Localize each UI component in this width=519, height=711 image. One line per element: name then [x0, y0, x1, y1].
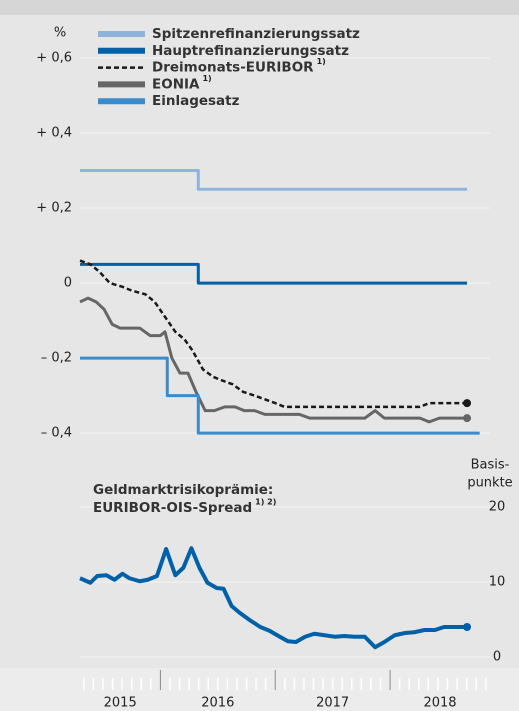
- y-tick-label: – 0,2: [41, 351, 72, 366]
- legend-label: Spitzenrefinanzierungssatz: [152, 26, 360, 42]
- legend-label: Einlagesatz: [152, 93, 240, 109]
- y-axis-label: Basis-: [471, 458, 510, 473]
- axis-band: [0, 668, 519, 711]
- end-marker: [463, 399, 472, 408]
- y-tick-label: + 0,2: [36, 201, 72, 216]
- subtitle-note: 1) 2): [255, 498, 276, 507]
- y-unit: %: [54, 26, 66, 41]
- end-marker: [463, 623, 472, 631]
- series-line: [80, 169, 468, 191]
- y-tick-label: 0: [64, 276, 72, 291]
- y-tick-label: 20: [489, 500, 506, 515]
- y-tick-label: 10: [489, 575, 506, 590]
- series-line: [80, 262, 468, 285]
- top-band: [0, 0, 519, 15]
- legend-label: Hauptrefinanzierungssatz: [152, 43, 349, 59]
- y-tick-label: – 0,4: [41, 426, 72, 441]
- series-line: [79, 259, 468, 409]
- series-line: [80, 356, 480, 435]
- legend-label: Dreimonats-EURIBOR: [152, 60, 314, 76]
- y-tick-label: + 0,6: [36, 51, 72, 66]
- series-line: [79, 546, 468, 650]
- legend-note: 1): [317, 57, 326, 66]
- x-tick-label: 2015: [104, 696, 137, 711]
- subtitle: EURIBOR-OIS-Spread: [93, 500, 252, 516]
- legend-label: EONIA: [152, 76, 200, 92]
- x-tick-label: 2016: [201, 696, 234, 711]
- y-tick-label: 0: [493, 650, 501, 665]
- annotation: Geldmarktrisikoprämie:: [93, 482, 273, 498]
- series-line: [79, 296, 468, 424]
- y-tick-label: + 0,4: [36, 126, 72, 141]
- end-marker: [463, 414, 472, 423]
- x-tick-label: 2018: [423, 696, 456, 711]
- y-axis-label: punkte: [467, 476, 512, 491]
- legend-note: 1): [202, 74, 211, 83]
- x-tick-label: 2017: [316, 696, 349, 711]
